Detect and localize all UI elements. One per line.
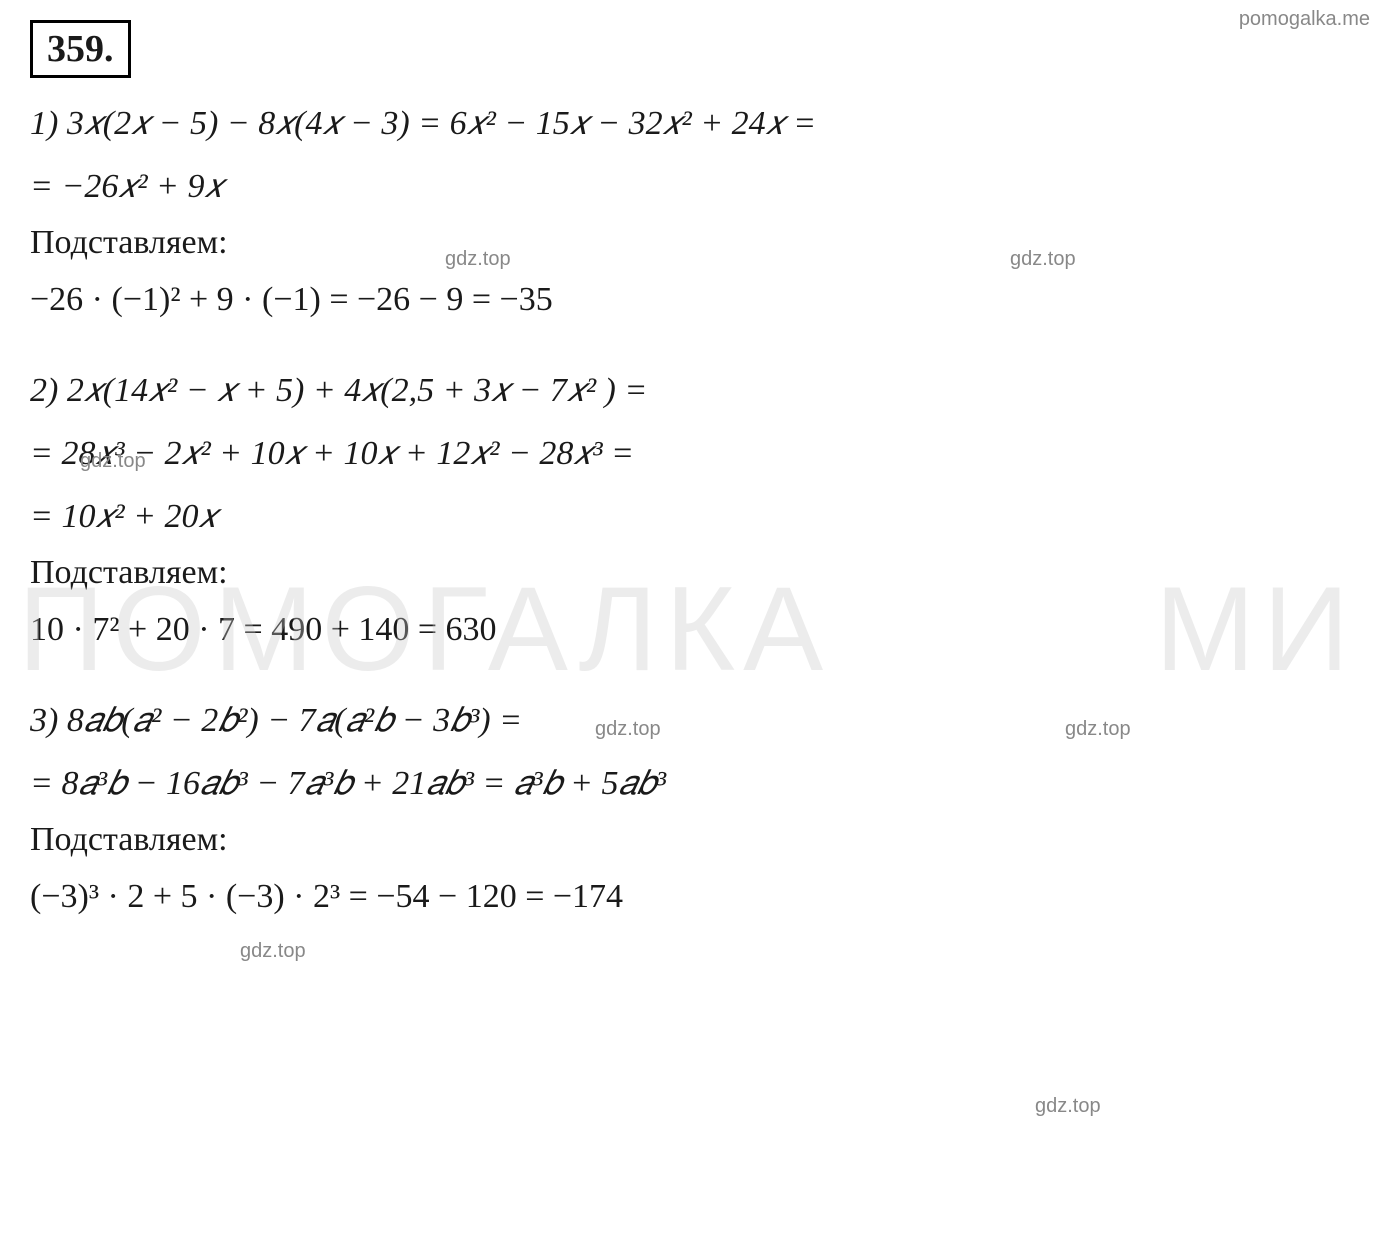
p1-line1: 1) 3𝑥(2𝑥 − 5) − 8𝑥(4𝑥 − 3) = 6𝑥² − 15𝑥 −… [30, 98, 1370, 149]
p3-line1: 3) 8𝑎𝑏(𝑎² − 2𝑏²) − 7𝑎(𝑎²𝑏 − 3𝑏³) = [30, 695, 1370, 746]
watermark-gdz-6: gdz.top [240, 940, 306, 963]
watermark-gdz-2: gdz.top [1010, 248, 1076, 271]
watermark-gdz-5: gdz.top [1065, 718, 1131, 741]
p2-subst-label: Подставляем: [30, 554, 1370, 592]
watermark-gdz-7: gdz.top [1035, 1095, 1101, 1118]
watermark-gdz-1: gdz.top [445, 248, 511, 271]
problem-number-box: 359. [30, 20, 131, 78]
p2-line4: 10 · 7² + 20 · 7 = 490 + 140 = 630 [30, 604, 1370, 655]
watermark-gdz-3: gdz.top [80, 450, 146, 473]
watermark-gdz-4: gdz.top [595, 718, 661, 741]
p2-line1: 2) 2𝑥(14𝑥² − 𝑥 + 5) + 4𝑥(2,5 + 3𝑥 − 7𝑥² … [30, 365, 1370, 416]
watermark-top: pomogalka.me [1239, 8, 1370, 31]
p1-subst-label: Подставляем: [30, 224, 1370, 262]
p1-line2: = −26𝑥² + 9𝑥 [30, 161, 1370, 212]
p3-line2: = 8𝑎³𝑏 − 16𝑎𝑏³ − 7𝑎³𝑏 + 21𝑎𝑏³ = 𝑎³𝑏 + 5𝑎… [30, 758, 1370, 809]
p2-line3: = 10𝑥² + 20𝑥 [30, 491, 1370, 542]
p2-line2: = 28𝑥³ − 2𝑥² + 10𝑥 + 10𝑥 + 12𝑥² − 28𝑥³ = [30, 428, 1370, 479]
p3-line3: (−3)³ · 2 + 5 · (−3) · 2³ = −54 − 120 = … [30, 871, 1370, 922]
p3-subst-label: Подставляем: [30, 821, 1370, 859]
p1-line3: −26 · (−1)² + 9 · (−1) = −26 − 9 = −35 [30, 274, 1370, 325]
problem-number: 359. [47, 28, 114, 70]
